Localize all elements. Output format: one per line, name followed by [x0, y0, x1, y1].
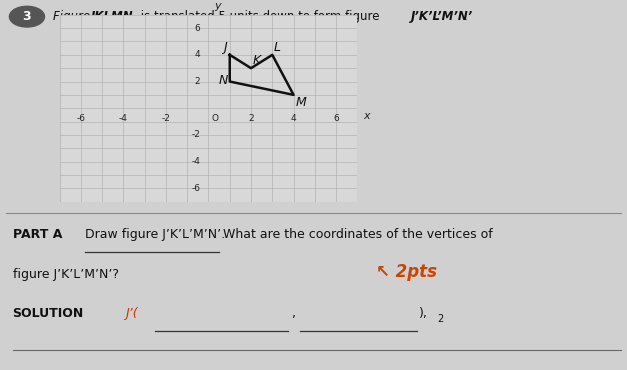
Text: K: K [253, 54, 261, 67]
Text: 2: 2 [438, 314, 444, 324]
Text: J’(: J’( [125, 307, 138, 320]
Text: -2: -2 [162, 114, 171, 123]
Text: ),: ), [419, 307, 428, 320]
Text: ,: , [292, 307, 295, 320]
Text: -4: -4 [191, 157, 201, 166]
Text: PART A: PART A [13, 228, 62, 240]
Text: N: N [218, 74, 228, 87]
Text: JKLMN: JKLMN [91, 10, 134, 23]
Text: J’K’L’M’N’: J’K’L’M’N’ [411, 10, 473, 23]
Text: Figure: Figure [53, 10, 94, 23]
Text: Draw figure J’K’L’M’N’.: Draw figure J’K’L’M’N’. [85, 228, 224, 240]
Text: ↖ 2pts: ↖ 2pts [376, 263, 437, 281]
Text: What are the coordinates of the vertices of: What are the coordinates of the vertices… [219, 228, 493, 240]
Text: M: M [295, 96, 306, 109]
Text: figure J’K’L’M’N’?: figure J’K’L’M’N’? [13, 268, 119, 281]
Text: 4: 4 [291, 114, 297, 123]
Text: 6: 6 [333, 114, 339, 123]
Text: 6: 6 [194, 24, 201, 33]
Text: y: y [214, 1, 221, 11]
Text: -2: -2 [191, 130, 201, 139]
Text: SOLUTION: SOLUTION [13, 307, 84, 320]
Circle shape [9, 6, 45, 27]
Text: -6: -6 [191, 184, 201, 193]
Text: L: L [274, 40, 281, 54]
Text: 2: 2 [195, 77, 201, 86]
Text: J: J [223, 40, 226, 54]
Text: 4: 4 [195, 50, 201, 59]
Text: -6: -6 [76, 114, 85, 123]
Text: O: O [212, 114, 219, 123]
Text: -4: -4 [119, 114, 128, 123]
Text: x: x [364, 111, 371, 121]
Text: is translated 5 units down to form figure: is translated 5 units down to form figur… [137, 10, 383, 23]
Text: 2: 2 [248, 114, 254, 123]
Text: .: . [464, 10, 468, 23]
Text: 3: 3 [23, 10, 31, 23]
